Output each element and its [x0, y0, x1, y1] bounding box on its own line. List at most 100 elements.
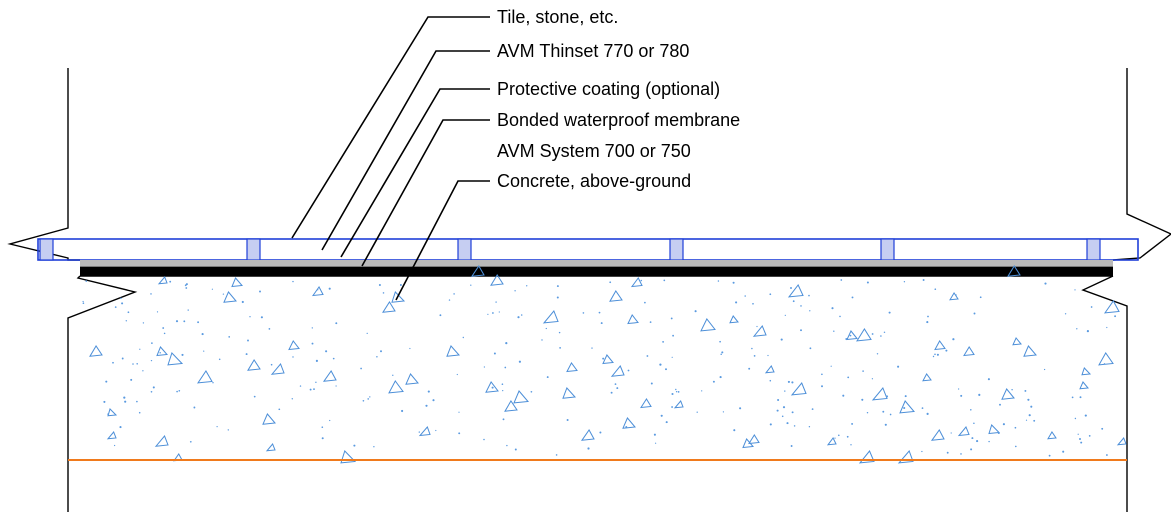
aggregate-triangle [156, 346, 169, 357]
concrete-speck [866, 411, 869, 414]
concrete-speck [376, 356, 378, 358]
aggregate-triangle [562, 387, 577, 399]
tile-joint [880, 238, 895, 261]
concrete-speck [834, 437, 836, 439]
concrete-speck [176, 390, 178, 393]
concrete-speck [309, 388, 312, 391]
tile-joint [457, 238, 472, 261]
aggregate-triangle [1001, 388, 1015, 400]
concrete-speck [752, 302, 754, 305]
concrete-speck [530, 390, 533, 393]
concrete-speck [610, 391, 613, 394]
concrete-speck [259, 290, 261, 293]
concrete-speck [311, 327, 313, 329]
aggregate-triangle [871, 387, 888, 401]
aggregate-triangle [223, 291, 237, 303]
aggregate-triangle [382, 301, 396, 313]
concrete-speck [756, 325, 758, 328]
concrete-speck [780, 338, 783, 341]
concrete-speck [960, 394, 963, 397]
concrete-speck [672, 334, 674, 337]
concrete-speck [719, 340, 721, 343]
thinset-layer [80, 260, 1113, 266]
concrete-speck [211, 288, 213, 290]
concrete-speck [839, 315, 841, 318]
concrete-speck [675, 388, 677, 391]
aggregate-triangle [566, 362, 578, 373]
aggregate-triangle [1081, 367, 1092, 376]
concrete-speck [292, 356, 294, 358]
concrete-speck [152, 386, 155, 389]
concrete-speck [903, 281, 906, 283]
concrete-speck [501, 383, 504, 386]
concrete-speck [197, 321, 200, 324]
concrete-speck [733, 429, 736, 432]
concrete-speck [767, 354, 769, 357]
aggregate-triangle [846, 330, 858, 341]
aggregate-triangle [622, 417, 636, 429]
concrete-speck [861, 398, 864, 401]
aggregate-triangle [247, 359, 261, 371]
concrete-speck [112, 361, 114, 364]
concrete-speck [614, 383, 617, 385]
concrete-speck [462, 336, 464, 339]
concrete-speck [660, 414, 663, 417]
concrete-speck [809, 310, 811, 312]
concrete-speck [247, 339, 249, 342]
concrete-speck [871, 378, 874, 380]
concrete-speck [506, 444, 508, 447]
concrete-speck [811, 408, 814, 410]
aggregate-triangle [107, 408, 118, 417]
concrete-speck [587, 447, 590, 450]
concrete-speck [1080, 441, 1083, 444]
concrete-speck [903, 406, 906, 410]
concrete-speck [1011, 388, 1013, 391]
concrete-speck [315, 381, 317, 384]
concrete-speck [114, 306, 117, 308]
aggregate-triangle [700, 318, 716, 332]
concrete-speck [808, 294, 810, 297]
concrete-speck [453, 293, 455, 295]
concrete-speck [127, 311, 130, 314]
aggregate-triangle [1047, 431, 1057, 440]
concrete-speck [130, 378, 133, 381]
aggregate-triangle [826, 437, 837, 446]
concrete-speck [791, 411, 794, 414]
aggregate-triangle [609, 290, 623, 302]
concrete-speckle [82, 279, 1117, 457]
aggregate-triangle [949, 292, 959, 301]
concrete-speck [268, 328, 271, 330]
concrete-speck [139, 348, 141, 350]
concrete-speck [1033, 419, 1036, 422]
concrete-aggregate [89, 265, 1127, 464]
concrete-speck [653, 433, 656, 436]
aggregate-triangle [930, 429, 945, 441]
concrete-speck [253, 395, 256, 398]
concrete-speck [926, 321, 929, 324]
concrete-speck [831, 307, 834, 310]
waterproof-membrane-layer [80, 267, 1113, 276]
concrete-speck [847, 376, 850, 379]
concrete-speck [546, 376, 549, 379]
leader-lines [291, 16, 490, 301]
concrete-speck [222, 293, 225, 295]
concrete-speck [249, 316, 251, 318]
concrete-speck [970, 448, 973, 451]
concrete-speck [369, 396, 371, 398]
concrete-speck [663, 279, 666, 282]
concrete-speck [784, 390, 786, 392]
concrete-speck [833, 330, 835, 332]
aggregate-triangle [262, 413, 276, 425]
concrete-speck [1071, 396, 1074, 399]
concrete-speck [270, 363, 273, 366]
aggregate-triangle [322, 370, 337, 382]
label-concrete: Concrete, above-ground [497, 171, 691, 191]
concrete-speck [120, 297, 122, 299]
right-wall-outline [1081, 68, 1171, 512]
concrete-speck [646, 355, 649, 357]
concrete-speck [317, 289, 319, 291]
concrete-speck [260, 316, 263, 319]
concrete-speck [241, 300, 244, 304]
concrete-speck [150, 359, 153, 362]
